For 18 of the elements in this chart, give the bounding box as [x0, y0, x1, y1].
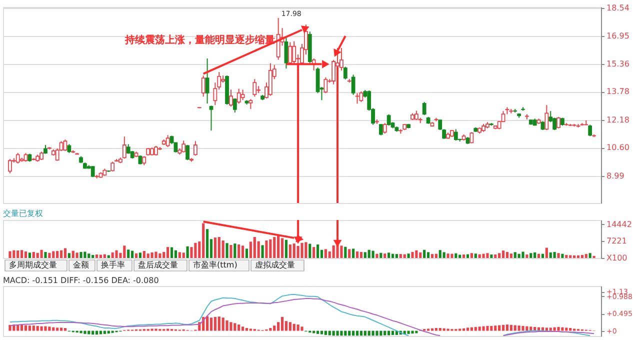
text: 换手率	[101, 260, 125, 270]
y-tick-label: 14442	[606, 220, 632, 229]
text: 盘后成交量	[138, 260, 178, 270]
y-tick-label: 15.36	[606, 59, 630, 68]
text: 多周期成交量	[9, 260, 57, 270]
y-tick-label: 18.54	[606, 4, 630, 13]
y-tick-label: 16.95	[606, 32, 630, 41]
y-tick-label: 7221	[606, 236, 627, 246]
y-tick-label: 13.78	[606, 87, 630, 96]
text: 金额	[73, 260, 89, 270]
y-tick-label: X100	[606, 254, 628, 262]
y-tick-label: 10.60	[606, 143, 630, 152]
text: 虚拟成交量	[255, 260, 295, 270]
y-tick-label: 12.18	[606, 115, 630, 124]
chart-title: 交量已复权	[3, 209, 43, 218]
chart-title: MACD: -0.151 DIFF: -0.156 DEA: -0.080	[3, 276, 159, 285]
text: 市盈率(ttm)	[193, 260, 238, 270]
y-tick-label: 8.99	[606, 171, 624, 180]
